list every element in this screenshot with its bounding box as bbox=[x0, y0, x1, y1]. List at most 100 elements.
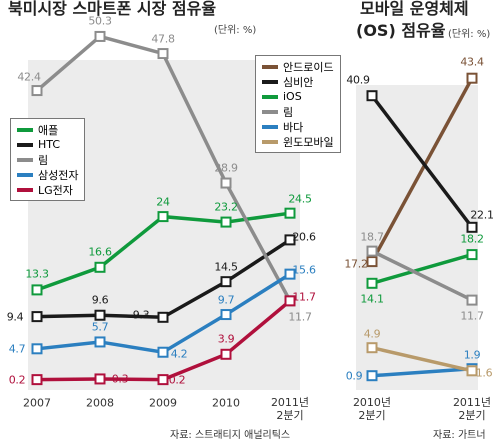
data-label: 5.7 bbox=[91, 320, 109, 334]
legend-label: 바다 bbox=[283, 120, 304, 134]
chart-title: 북미시장 스마트폰 시장 점유율 bbox=[8, 0, 217, 18]
legend: 애플 HTC 림 삼성전자 LG전자 bbox=[10, 118, 86, 201]
data-label: 24 bbox=[156, 195, 170, 209]
legend-label: 림 bbox=[283, 105, 294, 119]
marker bbox=[220, 276, 232, 288]
marker bbox=[157, 211, 169, 223]
legend-label: iOS bbox=[283, 90, 302, 103]
legend-label: 윈도모바일 bbox=[283, 135, 334, 149]
series-line bbox=[370, 94, 474, 229]
marker bbox=[366, 90, 378, 102]
series-line bbox=[371, 345, 473, 373]
marker bbox=[220, 177, 232, 189]
marker bbox=[31, 343, 43, 355]
x-tick-label: 2008 bbox=[86, 396, 114, 410]
marker bbox=[31, 85, 43, 97]
source: 자료: 스트래티지 애널리틱스 bbox=[170, 430, 291, 441]
data-label: 0.3 bbox=[111, 372, 129, 386]
data-label: 16.6 bbox=[88, 245, 112, 259]
legend-item: 림 bbox=[17, 152, 78, 167]
marker bbox=[284, 207, 296, 219]
data-label: 22.1 bbox=[470, 208, 494, 222]
data-label: 9.4 bbox=[6, 310, 24, 324]
x-tick-label: 2011년 2분기 bbox=[452, 396, 492, 422]
legend-label: 애플 bbox=[38, 123, 59, 137]
marker bbox=[94, 373, 106, 385]
data-label: 0.9 bbox=[345, 369, 363, 383]
legend: 안드로이드 심비안 iOS 림 바다 윈도모바일 bbox=[255, 55, 341, 153]
data-label: 13.3 bbox=[25, 267, 49, 281]
x-tick-label: 2007 bbox=[23, 396, 51, 410]
marker bbox=[220, 309, 232, 321]
marker bbox=[284, 295, 296, 307]
source: 자료: 가트너 bbox=[433, 430, 486, 441]
marker bbox=[466, 72, 478, 84]
marker bbox=[220, 348, 232, 360]
legend-item: 애플 bbox=[17, 122, 78, 137]
series-line bbox=[371, 252, 473, 285]
legend-swatch bbox=[262, 139, 278, 144]
data-label: 47.8 bbox=[151, 32, 175, 46]
legend-item: 삼성전자 bbox=[17, 167, 78, 182]
data-label: 24.5 bbox=[288, 192, 312, 206]
marker bbox=[284, 234, 296, 246]
marker bbox=[157, 311, 169, 323]
data-label: 0.2 bbox=[8, 373, 26, 387]
legend-label: 심비안 bbox=[283, 75, 314, 89]
marker bbox=[466, 365, 478, 377]
data-label: 18.2 bbox=[460, 232, 484, 246]
marker bbox=[366, 277, 378, 289]
legend-swatch bbox=[262, 124, 278, 129]
data-label: 3.9 bbox=[217, 332, 235, 346]
series-line bbox=[370, 77, 474, 263]
legend-swatch bbox=[262, 94, 278, 99]
legend-item: 림 bbox=[262, 104, 334, 119]
legend-swatch bbox=[17, 142, 33, 147]
legend-item: iOS bbox=[262, 89, 334, 104]
marker bbox=[31, 374, 43, 386]
data-label: 9.7 bbox=[217, 293, 235, 307]
legend-swatch bbox=[17, 127, 33, 132]
marker bbox=[366, 245, 378, 257]
data-label: 4.9 bbox=[363, 327, 381, 341]
marker bbox=[366, 342, 378, 354]
data-label: 14.1 bbox=[360, 292, 384, 306]
marker bbox=[157, 374, 169, 386]
data-label: 11.7 bbox=[288, 310, 312, 324]
marker bbox=[466, 221, 478, 233]
chart-title: (OS) 점유율 bbox=[356, 21, 446, 40]
data-label: 50.3 bbox=[88, 14, 112, 28]
x-tick-label: 2010년 2분기 bbox=[352, 396, 392, 422]
legend-label: 림 bbox=[38, 153, 49, 167]
marker bbox=[94, 336, 106, 348]
data-label: 11.7 bbox=[292, 290, 316, 304]
marker bbox=[466, 249, 478, 261]
data-label: 20.6 bbox=[292, 230, 316, 244]
plot-background bbox=[28, 60, 300, 390]
series-line bbox=[371, 366, 473, 378]
marker bbox=[157, 48, 169, 60]
marker bbox=[31, 311, 43, 323]
data-label: 1.6 bbox=[475, 366, 493, 380]
marker bbox=[157, 346, 169, 358]
data-label: 0.2 bbox=[168, 373, 186, 387]
legend-item: LG전자 bbox=[17, 182, 78, 197]
legend-label: LG전자 bbox=[38, 183, 73, 197]
legend-swatch bbox=[17, 187, 33, 192]
marker bbox=[94, 30, 106, 42]
data-label: 18.7 bbox=[360, 230, 384, 244]
unit-label: (단위: %) bbox=[448, 29, 491, 40]
data-label: 42.4 bbox=[17, 70, 41, 84]
marker bbox=[366, 256, 378, 268]
x-tick-label: 2010 bbox=[212, 396, 240, 410]
data-label: 40.9 bbox=[346, 73, 370, 87]
data-label: 17.2 bbox=[344, 257, 368, 271]
marker bbox=[94, 309, 106, 321]
data-label: 43.4 bbox=[460, 55, 484, 69]
legend-item: 안드로이드 bbox=[262, 59, 334, 74]
x-tick-label: 2009 bbox=[149, 396, 177, 410]
data-label: 1.9 bbox=[463, 348, 481, 362]
data-label: 15.6 bbox=[292, 263, 316, 277]
